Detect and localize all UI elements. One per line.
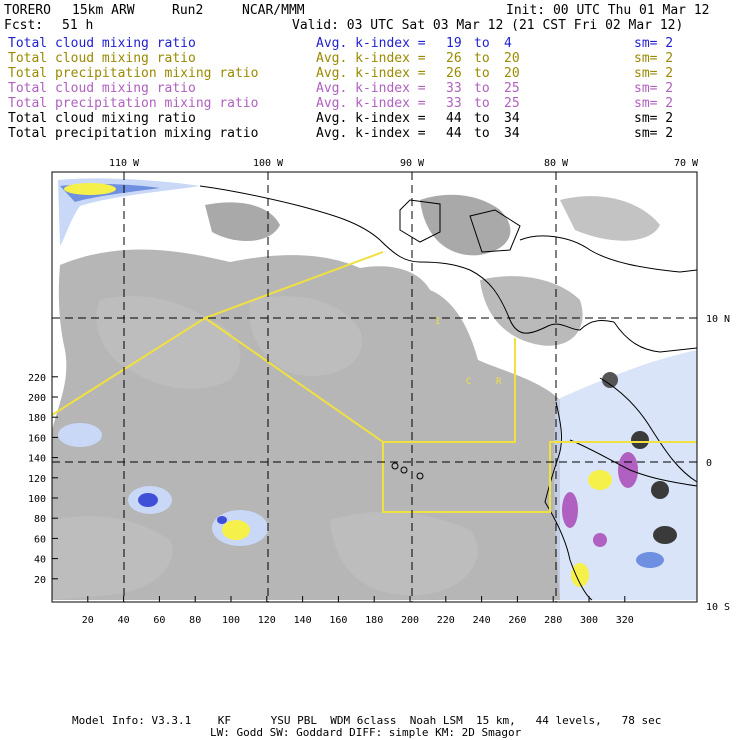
x-axis-tick-label: 60 (153, 615, 165, 626)
region-letter: R (496, 377, 502, 387)
x-axis-tick-label: 140 (294, 615, 312, 626)
legend-from: 44 (446, 111, 462, 126)
x-axis-tick-label: 280 (544, 615, 562, 626)
y-axis-tick-label: 160 (28, 433, 46, 444)
legend-index-label: Avg. k-index = (316, 126, 426, 141)
legend-to: 25 (504, 81, 520, 96)
y-axis-tick-label: 80 (34, 514, 46, 525)
legend-index-label: Avg. k-index = (316, 51, 426, 66)
legend-from: 44 (446, 126, 462, 141)
legend-field: Total cloud mixing ratio (8, 81, 196, 96)
model-name: TORERO (4, 3, 51, 18)
region-letter: C (466, 377, 471, 387)
legend-to: 34 (504, 126, 520, 141)
legend-to: 25 (504, 96, 520, 111)
x-axis-tick-label: 120 (258, 615, 276, 626)
cloud-field (52, 178, 697, 600)
y-axis-tick-label: 120 (28, 474, 46, 485)
legend-field: Total precipitation mixing ratio (8, 66, 259, 81)
init-time: Init: 00 UTC Thu 01 Mar 12 (506, 3, 710, 18)
y-axis-tick-label: 200 (28, 393, 46, 404)
region-outlines (51, 251, 697, 513)
legend-index-label: Avg. k-index = (316, 66, 426, 81)
lat-lon-grid (52, 172, 697, 602)
run-label: Run2 (172, 3, 204, 18)
model-resolution: 15km ARW (72, 3, 135, 18)
legend-field: Total precipitation mixing ratio (8, 96, 259, 111)
valid-time: Valid: 03 UTC Sat 03 Mar 12 (21 CST Fri … (292, 18, 684, 33)
legend-to-word: to (474, 66, 490, 81)
legend-smoothing: sm= 2 (634, 126, 674, 141)
axis-ticks (52, 376, 626, 602)
organization: NCAR/MMM (242, 3, 305, 18)
x-axis-tick-label: 100 (222, 615, 240, 626)
legend-index-label: Avg. k-index = (316, 96, 426, 111)
x-axis-tick-label: 220 (437, 615, 455, 626)
x-axis-tick-label: 40 (118, 615, 130, 626)
x-axis-tick-label: 160 (329, 615, 347, 626)
legend-from: 33 (446, 81, 462, 96)
longitude-label: 90 W (400, 158, 425, 169)
legend-from: 26 (446, 66, 462, 81)
legend-smoothing: sm= 2 (634, 66, 674, 81)
longitude-label: 70 W (674, 158, 699, 169)
legend-smoothing: sm= 2 (634, 81, 674, 96)
legend-to-word: to (474, 126, 490, 141)
x-axis-tick-label: 200 (401, 615, 419, 626)
x-axis-tick-label: 20 (82, 615, 94, 626)
legend-from: 19 (446, 36, 462, 51)
legend-to-word: to (474, 51, 490, 66)
x-axis-tick-label: 300 (580, 615, 598, 626)
longitude-label: 110 W (109, 158, 140, 169)
latitude-label: 0 (706, 458, 712, 469)
legend-index-label: Avg. k-index = (316, 111, 426, 126)
legend-from: 26 (446, 51, 462, 66)
legend-field: Total cloud mixing ratio (8, 51, 196, 66)
y-axis-tick-label: 40 (34, 555, 46, 566)
x-axis-tick-label: 260 (508, 615, 526, 626)
legend-to-word: to (474, 111, 490, 126)
y-axis-tick-label: 180 (28, 413, 46, 424)
legend-smoothing: sm= 2 (634, 36, 674, 51)
legend-index-label: Avg. k-index = (316, 81, 426, 96)
forecast-hours: 51 h (62, 18, 94, 33)
model-info: Model Info: V3.3.1 KF YSU PBL WDM 6class… (72, 714, 662, 727)
y-axis-tick-label: 60 (34, 534, 46, 545)
legend-field: Total cloud mixing ratio (8, 111, 196, 126)
legend-smoothing: sm= 2 (634, 111, 674, 126)
legend-to: 20 (504, 66, 520, 81)
legend-to-word: to (474, 36, 490, 51)
legend-to: 20 (504, 51, 520, 66)
forecast-label: Fcst: (4, 18, 44, 33)
legend-to-word: to (474, 96, 490, 111)
y-axis-tick-label: 220 (28, 373, 46, 384)
legend-index-label: Avg. k-index = (316, 36, 426, 51)
x-axis-tick-label: 80 (189, 615, 201, 626)
x-axis-tick-label: 320 (616, 615, 634, 626)
legend-to: 4 (504, 36, 512, 51)
latitude-label: 10 N (706, 314, 730, 325)
y-axis-tick-label: 20 (34, 575, 46, 586)
x-axis-tick-label: 240 (473, 615, 491, 626)
longitude-label: 80 W (544, 158, 569, 169)
legend-smoothing: sm= 2 (634, 51, 674, 66)
legend-to-word: to (474, 81, 490, 96)
x-axis-tick-label: 180 (365, 615, 383, 626)
latitude-label: 10 S (706, 602, 730, 613)
legend-field: Total cloud mixing ratio (8, 36, 196, 51)
y-axis-tick-label: 100 (28, 494, 46, 505)
legend-field: Total precipitation mixing ratio (8, 126, 259, 141)
axis-labels: 110 W 100 W 90 W 80 W 70 W 10 N 0 10 S 220 200 180… (28, 158, 730, 626)
region-letter: I (435, 317, 440, 327)
legend-from: 33 (446, 96, 462, 111)
legend-to: 34 (504, 111, 520, 126)
longitude-label: 100 W (253, 158, 284, 169)
y-axis-tick-label: 140 (28, 454, 46, 465)
legend-smoothing: sm= 2 (634, 96, 674, 111)
physics-info: LW: Godd SW: Goddard DIFF: simple KM: 2D… (210, 726, 522, 739)
